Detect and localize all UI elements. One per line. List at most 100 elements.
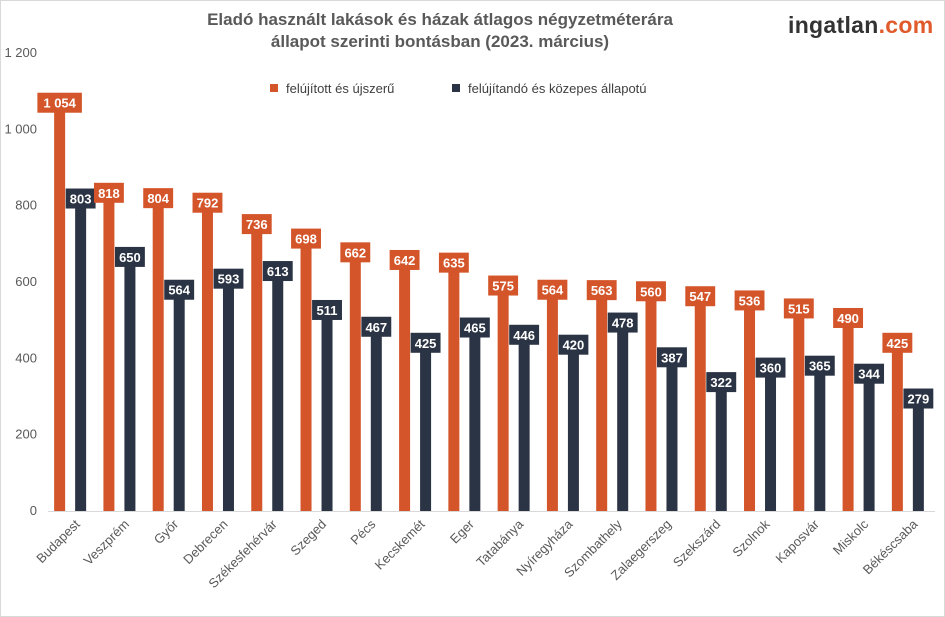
data-label-box-series-1 — [537, 279, 568, 300]
bar-series-1 — [201, 208, 213, 511]
bar-series-2 — [715, 388, 727, 511]
data-label-series-1: 490 — [837, 311, 859, 326]
bar-series-1 — [54, 108, 66, 512]
data-label-series-1: 698 — [295, 232, 317, 247]
y-tick-label: 200 — [15, 427, 37, 442]
data-label-series-1: 536 — [739, 293, 761, 308]
category-label: Budapest — [33, 516, 83, 566]
data-label-box-series-1 — [389, 249, 420, 270]
brand-logo: ingatlan.com — [788, 12, 933, 39]
data-label-box-series-2 — [706, 372, 737, 393]
data-label-series-1: 560 — [640, 284, 662, 299]
data-label-series-2: 322 — [710, 375, 732, 390]
data-label-box-series-2 — [509, 324, 540, 345]
data-label-box-series-1 — [882, 332, 913, 353]
data-label-series-2: 467 — [365, 320, 387, 335]
category-label: Eger — [447, 516, 477, 546]
data-label-series-2: 420 — [563, 338, 585, 353]
bar-series-1 — [891, 348, 903, 511]
bar-series-2 — [912, 404, 924, 511]
legend-item-series-2: felújítandó és közepes állapotú — [452, 81, 647, 96]
data-label-box-series-1 — [783, 298, 814, 319]
logo-text-main: ingatlan — [788, 12, 879, 38]
data-label-box-series-1 — [685, 286, 716, 307]
category-label: Szekszárd — [670, 517, 724, 571]
y-tick-label: 0 — [30, 503, 37, 518]
bar-series-1 — [448, 268, 460, 511]
y-tick-label: 1 000 — [4, 121, 37, 136]
bar-series-2 — [321, 315, 333, 511]
bar-series-2 — [469, 333, 481, 511]
data-label-series-1: 662 — [344, 245, 366, 260]
data-label-box-series-2 — [854, 363, 885, 384]
category-label: Kaposvár — [772, 516, 822, 566]
bar-series-1 — [793, 314, 805, 511]
bar-series-1 — [152, 204, 164, 511]
legend-swatch-series-2 — [452, 84, 460, 92]
data-label-box-series-2 — [755, 357, 786, 378]
data-label-series-1: 547 — [689, 289, 711, 304]
y-tick-label: 1 200 — [4, 45, 37, 60]
legend-swatch-series-1 — [270, 84, 278, 92]
legend-label-series-2: felújítandó és közepes állapotú — [468, 81, 647, 96]
data-label-series-2: 446 — [513, 328, 535, 343]
data-label-box-series-1 — [438, 252, 469, 273]
data-label-series-1: 804 — [147, 191, 169, 206]
data-label-series-2: 425 — [415, 336, 437, 351]
category-label: Miskolc — [830, 516, 872, 558]
data-label-box-series-2 — [361, 316, 392, 337]
data-label-series-1: 1 054 — [43, 96, 76, 111]
data-label-series-1: 736 — [246, 217, 268, 232]
data-label-series-2: 613 — [267, 264, 289, 279]
data-label-series-2: 803 — [70, 192, 92, 207]
data-label-series-2: 593 — [218, 272, 240, 287]
bar-series-2 — [370, 332, 382, 511]
bar-series-1 — [103, 198, 115, 511]
bar-series-2 — [666, 363, 678, 511]
chart-title-line2: állapot szerinti bontásban (2023. márciu… — [270, 32, 610, 51]
bar-series-1 — [744, 306, 756, 511]
bar-series-2 — [814, 371, 826, 511]
data-label-series-2: 564 — [168, 283, 190, 298]
bar-series-2 — [272, 277, 284, 511]
chart-title-line1: Eladó használt lakások és házak átlagos … — [207, 10, 673, 29]
data-label-series-2: 279 — [908, 392, 930, 407]
data-label-series-1: 425 — [887, 336, 909, 351]
category-label: Debrecen — [180, 517, 230, 567]
data-label-box-series-2 — [262, 261, 293, 282]
category-label: Győr — [151, 516, 182, 547]
data-label-series-1: 575 — [492, 279, 514, 294]
data-label-series-1: 818 — [98, 186, 120, 201]
chart-title: Eladó használt lakások és házak átlagos … — [150, 9, 730, 53]
bar-series-1 — [251, 230, 263, 512]
y-tick-label: 600 — [15, 274, 37, 289]
data-label-series-2: 360 — [760, 361, 782, 376]
category-label: Pécs — [347, 516, 378, 547]
category-label: Veszprém — [81, 517, 132, 568]
bar-series-2 — [765, 373, 777, 511]
data-label-box-series-2 — [114, 246, 145, 267]
data-label-box-series-2 — [312, 299, 342, 320]
data-label-box-series-2 — [459, 317, 490, 338]
category-label: Szeged — [287, 517, 329, 559]
y-tick-label: 800 — [15, 198, 37, 213]
data-label-box-series-2 — [213, 268, 244, 289]
category-label: Szolnok — [729, 516, 773, 560]
data-label-series-1: 642 — [394, 253, 416, 268]
data-label-series-2: 511 — [317, 303, 338, 318]
data-label-box-series-1 — [488, 275, 519, 296]
data-label-series-2: 365 — [809, 359, 831, 374]
data-label-series-1: 564 — [542, 283, 564, 298]
data-label-box-series-1 — [143, 188, 174, 209]
data-label-box-series-1 — [291, 228, 321, 249]
y-tick-label: 400 — [15, 350, 37, 365]
data-label-box-series-2 — [903, 388, 934, 409]
data-label-box-series-1 — [192, 192, 223, 213]
data-label-series-1: 515 — [788, 301, 810, 316]
data-label-series-2: 465 — [464, 321, 486, 336]
data-label-series-2: 650 — [119, 250, 141, 265]
data-label-box-series-1 — [93, 182, 124, 203]
data-label-box-series-1 — [734, 290, 765, 311]
data-label-box-series-2 — [607, 312, 638, 333]
